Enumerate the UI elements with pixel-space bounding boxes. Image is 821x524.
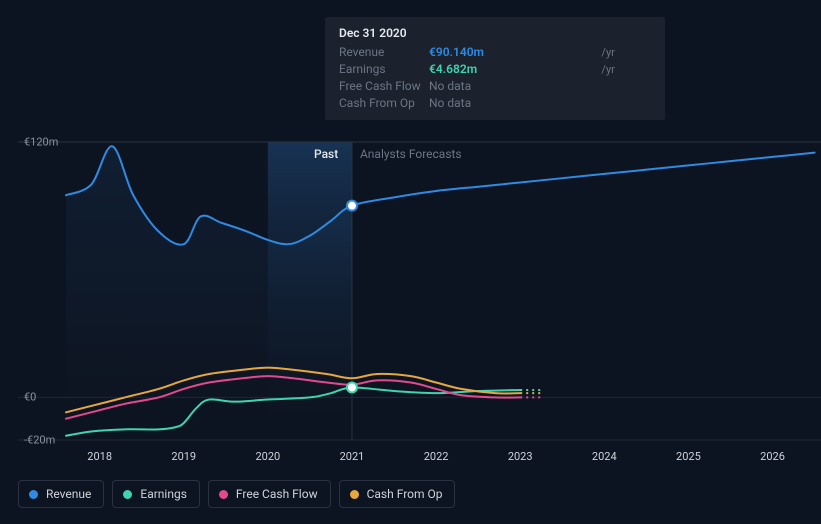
legend-dot-icon	[219, 490, 228, 499]
marker-revenue	[347, 201, 357, 211]
y-tick-label: -€20m	[24, 434, 55, 447]
tooltip-row-value: No data	[429, 95, 651, 112]
label-forecast: Analysts Forecasts	[360, 147, 462, 161]
tooltip-row-suffix: /yr	[597, 44, 651, 61]
x-tick-label: 2025	[676, 450, 701, 463]
tooltip-row: Earnings€4.682m/yr	[339, 61, 651, 78]
tooltip-row-value: €90.140m	[429, 44, 597, 61]
x-tick-label: 2020	[255, 450, 280, 463]
x-tick-label: 2021	[340, 450, 365, 463]
x-tick-label: 2019	[171, 450, 196, 463]
legend-item-cfo[interactable]: Cash From Op	[339, 480, 456, 508]
tooltip-row-label: Revenue	[339, 44, 429, 61]
marker-earnings	[347, 382, 357, 392]
x-tick-label: 2018	[87, 450, 112, 463]
y-tick-label: €120m	[24, 136, 58, 149]
tooltip-row-label: Earnings	[339, 61, 429, 78]
legend-item-label: Free Cash Flow	[236, 487, 318, 501]
legend-item-revenue[interactable]: Revenue	[18, 480, 104, 508]
legend: Revenue Earnings Free Cash Flow Cash From O…	[18, 480, 455, 508]
legend-dot-icon	[29, 490, 38, 499]
legend-item-earnings[interactable]: Earnings	[112, 480, 200, 508]
x-tick-label: 2026	[760, 450, 785, 463]
x-tick-label: 2022	[424, 450, 449, 463]
tooltip-row-value: €4.682m	[429, 61, 597, 78]
legend-dot-icon	[350, 490, 359, 499]
label-past: Past	[314, 147, 338, 161]
tooltip-row: Free Cash FlowNo data	[339, 78, 651, 95]
y-tick-label: €0	[24, 391, 36, 404]
tooltip: Dec 31 2020 Revenue€90.140m/yrEarnings€4…	[325, 17, 665, 120]
legend-item-label: Cash From Op	[367, 487, 443, 501]
tooltip-row-label: Cash From Op	[339, 95, 429, 112]
tooltip-row-value: No data	[429, 78, 651, 95]
tooltip-row-label: Free Cash Flow	[339, 78, 429, 95]
legend-item-label: Earnings	[140, 487, 187, 501]
tooltip-table: Revenue€90.140m/yrEarnings€4.682m/yrFree…	[339, 44, 651, 112]
tooltip-row-suffix: /yr	[597, 61, 651, 78]
tooltip-row: Cash From OpNo data	[339, 95, 651, 112]
legend-item-fcf[interactable]: Free Cash Flow	[208, 480, 331, 508]
x-tick-label: 2023	[508, 450, 533, 463]
legend-item-label: Revenue	[46, 487, 91, 501]
tooltip-date: Dec 31 2020	[339, 25, 651, 42]
tooltip-row: Revenue€90.140m/yr	[339, 44, 651, 61]
legend-dot-icon	[123, 490, 132, 499]
x-tick-label: 2024	[592, 450, 617, 463]
